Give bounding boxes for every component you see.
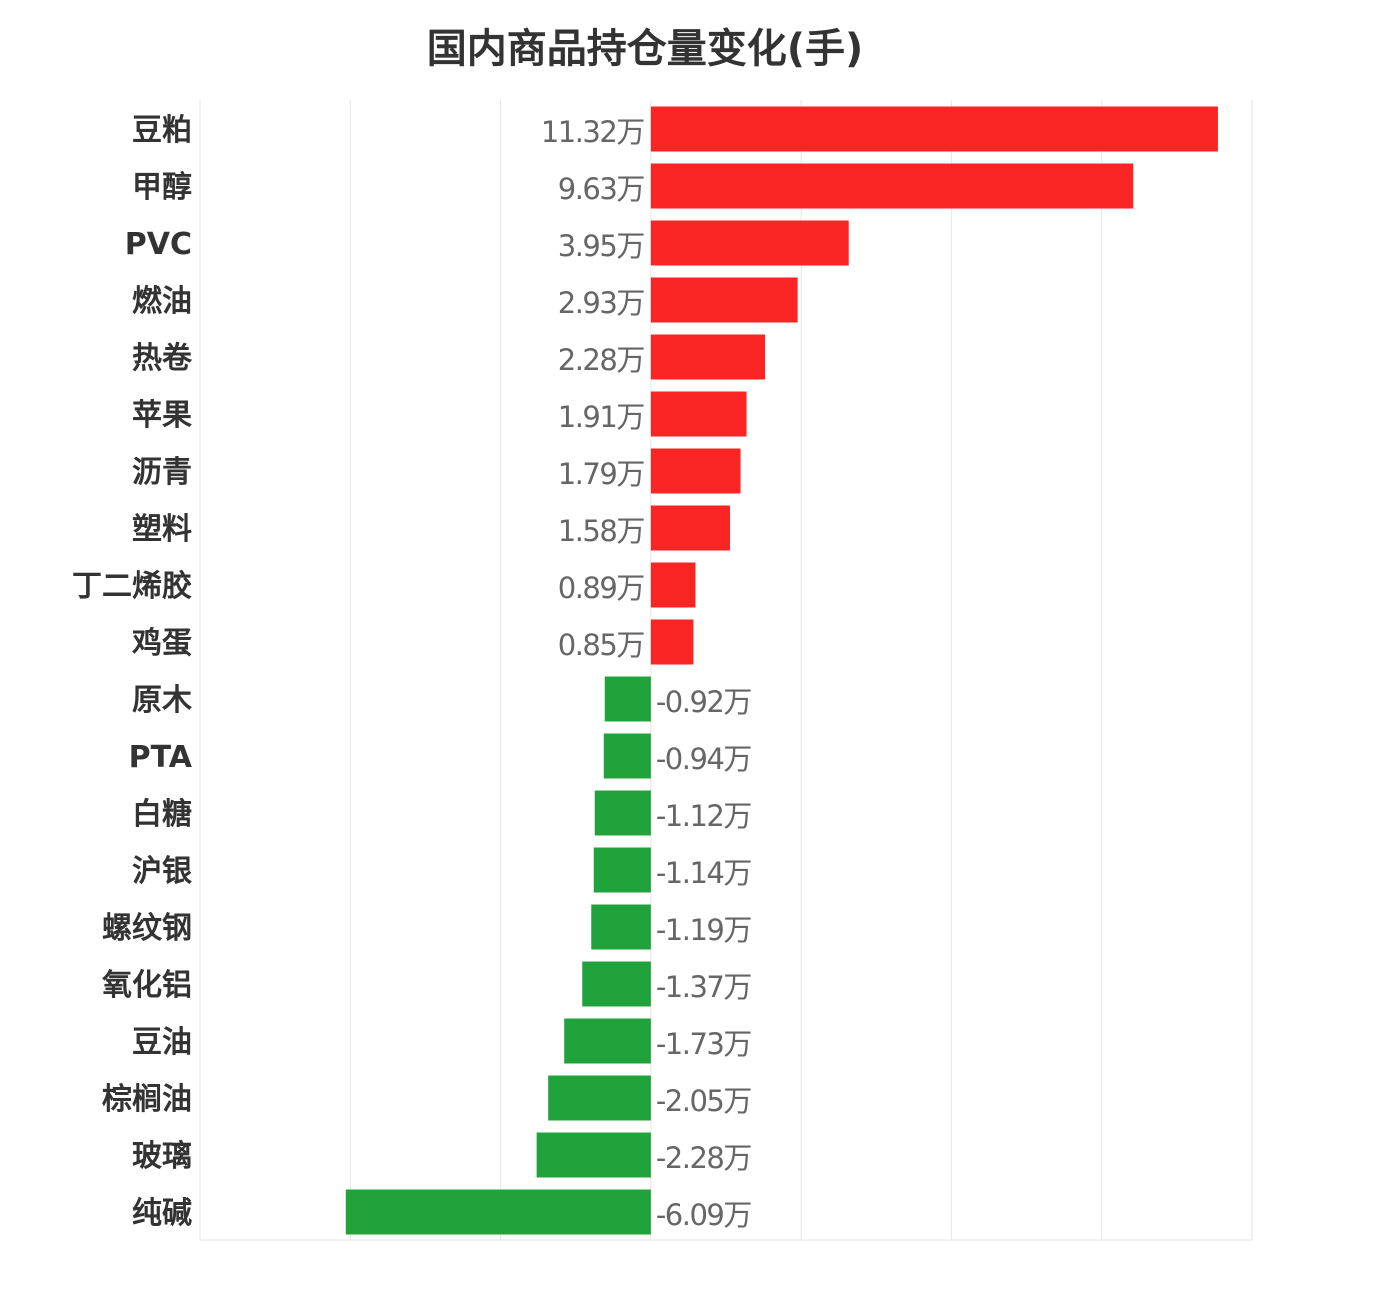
category-label: 鸡蛋: [132, 626, 192, 661]
value-label: 2.28万: [558, 343, 645, 377]
value-label: 11.32万: [541, 115, 645, 149]
value-label: -0.92万: [656, 685, 752, 719]
bar: [603, 733, 651, 779]
category-label: 热卷: [132, 341, 193, 376]
category-label: PTA: [129, 740, 193, 775]
category-label: 棕榈油: [102, 1082, 192, 1117]
value-label: -1.19万: [656, 913, 752, 947]
value-labels: 11.32万 9.63万 3.95万 2.93万 2.28万 1.91万 1.79万 1.58…: [541, 115, 753, 1232]
bar: [604, 676, 651, 722]
bar: [650, 277, 798, 323]
category-label: 纯碱: [132, 1196, 192, 1231]
value-label: -1.73万: [656, 1027, 752, 1061]
value-label: 1.79万: [558, 457, 645, 491]
value-label: 2.93万: [558, 286, 645, 320]
bar: [650, 562, 696, 608]
category-label: 甲醇: [132, 170, 192, 205]
value-label: 0.85万: [558, 628, 645, 662]
value-label: -6.09万: [656, 1198, 752, 1232]
category-label: 白糖: [132, 797, 192, 832]
category-label: 苹果: [132, 398, 192, 433]
bar: [594, 790, 651, 836]
category-label: 玻璃: [132, 1139, 192, 1174]
bar: [536, 1132, 651, 1178]
category-label: 塑料: [132, 512, 192, 547]
category-label: 丁二烯胶: [72, 569, 192, 604]
bar: [650, 391, 747, 437]
bar: [650, 505, 731, 551]
value-label: -2.28万: [656, 1141, 752, 1175]
bar: [650, 334, 766, 380]
bar: [564, 1018, 651, 1064]
category-label: 沪银: [132, 854, 192, 889]
category-label: 原木: [132, 683, 192, 718]
bar: [345, 1189, 651, 1235]
bar: [650, 448, 741, 494]
category-label: 螺纹钢: [102, 911, 192, 946]
value-label: 9.63万: [558, 172, 645, 206]
value-label: -1.12万: [656, 799, 752, 833]
value-label: 0.89万: [558, 571, 645, 605]
bars: [345, 106, 1218, 1235]
category-label: 燃油: [132, 284, 192, 319]
category-label: PVC: [125, 227, 192, 262]
value-label: -1.14万: [656, 856, 752, 890]
value-label: -0.94万: [656, 742, 752, 776]
value-label: 1.58万: [558, 514, 645, 548]
grid: [199, 100, 1253, 1241]
value-label: -2.05万: [656, 1084, 752, 1118]
bar: [650, 619, 694, 665]
bar: [593, 847, 651, 893]
value-label: 1.91万: [558, 400, 645, 434]
bar: [650, 220, 849, 266]
bar: [650, 106, 1218, 152]
category-label: 豆油: [132, 1025, 192, 1060]
value-label: 3.95万: [558, 229, 645, 263]
bar: [650, 163, 1134, 209]
category-label: 沥青: [132, 455, 192, 490]
category-label: 豆粕: [132, 113, 192, 148]
category-label: 氧化铝: [102, 968, 192, 1003]
bar: [548, 1075, 651, 1121]
chart-title: 国内商品持仓量变化(手): [427, 26, 864, 72]
value-label: -1.37万: [656, 970, 752, 1004]
bar: [582, 961, 651, 1007]
bar: [591, 904, 651, 950]
